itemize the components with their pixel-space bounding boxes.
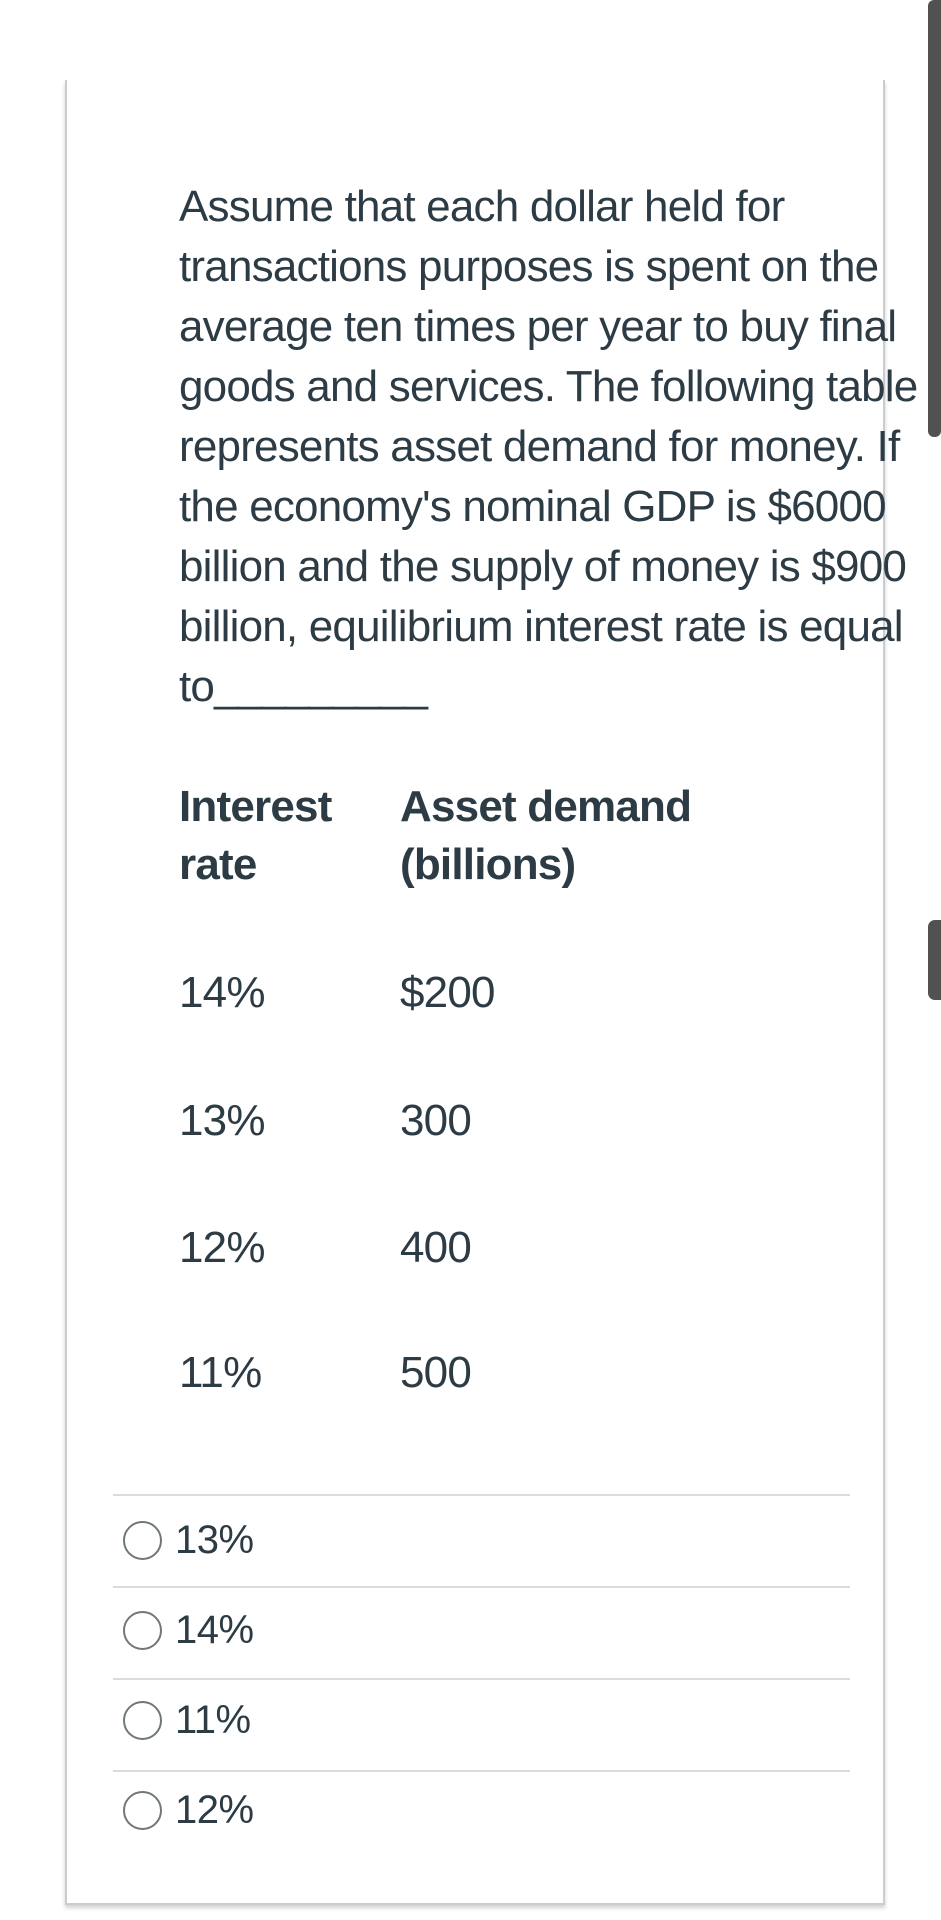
answer-option-13[interactable]: 13% — [123, 1517, 823, 1563]
scroll-handle[interactable] — [928, 920, 941, 1000]
table-header-asset-demand: Asset demand (billions) — [400, 778, 692, 894]
answer-option-11[interactable]: 11% — [123, 1697, 823, 1743]
table-header-interest-rate: Interest rate — [179, 778, 332, 894]
header-line: rate — [179, 840, 257, 889]
question-line: Assume that each dollar held for — [179, 182, 785, 231]
option-divider — [113, 1770, 850, 1772]
question-card: Assume that each dollar held for transac… — [65, 80, 918, 1905]
radio-button-icon[interactable] — [123, 1520, 162, 1560]
question-text: Assume that each dollar held for transac… — [179, 177, 918, 717]
header-line: Asset demand — [400, 782, 692, 831]
table-cell-rate: 12% — [179, 1223, 265, 1272]
answer-option-label: 13% — [175, 1518, 254, 1562]
table-cell-demand: 400 — [400, 1223, 472, 1272]
table-cell-rate: 13% — [179, 1096, 265, 1145]
answer-option-12[interactable]: 12% — [123, 1787, 823, 1833]
question-line: goods and services. The following table — [179, 362, 918, 411]
scrollbar-thumb[interactable] — [928, 0, 941, 437]
answer-option-label: 12% — [175, 1788, 254, 1832]
table-cell-rate: 14% — [179, 968, 265, 1017]
question-line: billion, equilibrium interest rate is eq… — [179, 602, 904, 651]
question-line: transactions purposes is spent on the — [179, 242, 879, 291]
option-divider — [113, 1494, 850, 1496]
question-line: average ten times per year to buy final — [179, 302, 897, 351]
question-line-blank: to_________ — [179, 662, 428, 711]
table-cell-rate: 11% — [179, 1348, 262, 1397]
question-line: represents asset demand for money. If — [179, 422, 900, 471]
radio-button-icon[interactable] — [123, 1610, 162, 1650]
option-divider — [113, 1586, 850, 1588]
radio-button-icon[interactable] — [123, 1700, 162, 1740]
radio-button-icon[interactable] — [123, 1790, 162, 1830]
answer-option-label: 11% — [175, 1698, 251, 1742]
table-cell-demand: $200 — [400, 968, 495, 1017]
answer-option-label: 14% — [175, 1608, 254, 1652]
answer-option-14[interactable]: 14% — [123, 1607, 823, 1653]
header-line: (billions) — [400, 840, 576, 889]
question-line: billion and the supply of money is $900 — [179, 542, 907, 591]
header-line: Interest — [179, 782, 332, 831]
table-cell-demand: 500 — [400, 1348, 472, 1397]
table-cell-demand: 300 — [400, 1096, 472, 1145]
question-line: the economy's nominal GDP is $6000 — [179, 482, 887, 531]
option-divider — [113, 1678, 850, 1680]
